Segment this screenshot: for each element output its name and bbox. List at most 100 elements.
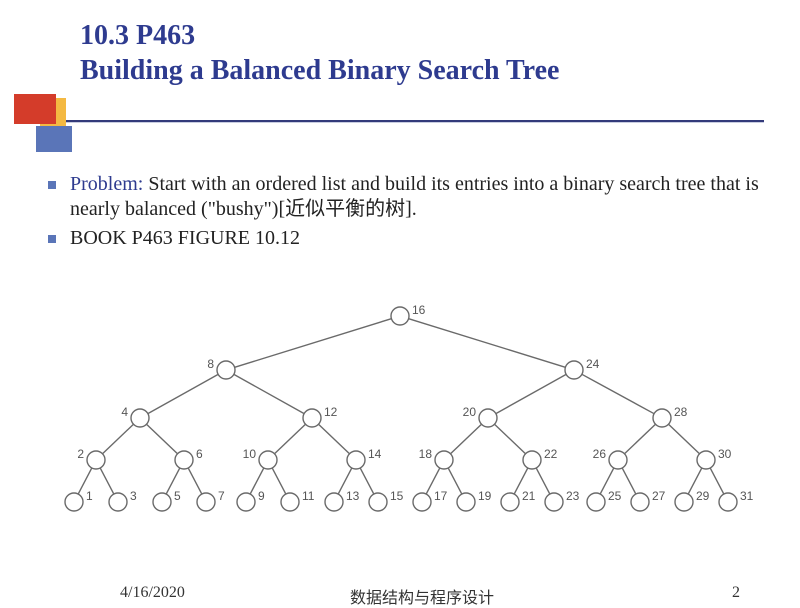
- tree-node-label: 30: [718, 447, 732, 461]
- tree-node: [719, 493, 737, 511]
- tree-edge: [235, 319, 392, 368]
- bullet-text: BOOK P463 FIGURE 10.12: [70, 226, 300, 251]
- tree-edge: [234, 374, 304, 413]
- tree-node: [565, 361, 583, 379]
- tree-node-label: 18: [419, 447, 433, 461]
- tree-node-label: 17: [434, 489, 448, 503]
- tree-edge: [319, 424, 350, 454]
- tree-node-label: 10: [243, 447, 257, 461]
- tree-figure: 1682441220282610141822263013579111315171…: [30, 298, 770, 538]
- content-area: Problem: Start with an ordered list and …: [48, 172, 764, 255]
- tree-node: [131, 409, 149, 427]
- tree-node-label: 8: [207, 357, 214, 371]
- tree-node-label: 27: [652, 489, 666, 503]
- tree-node-label: 4: [121, 405, 128, 419]
- tree-node: [153, 493, 171, 511]
- tree-node: [479, 409, 497, 427]
- bullet-item: Problem: Start with an ordered list and …: [48, 172, 764, 222]
- bullet-item: BOOK P463 FIGURE 10.12: [48, 226, 764, 251]
- tree-node: [609, 451, 627, 469]
- tree-node: [303, 409, 321, 427]
- bullet-body: Start with an ordered list and build its…: [70, 173, 759, 220]
- tree-node-label: 29: [696, 489, 710, 503]
- tree-node: [259, 451, 277, 469]
- title-separator: [0, 94, 800, 154]
- tree-node-label: 26: [593, 447, 607, 461]
- tree-edge: [188, 468, 202, 494]
- tree-node: [653, 409, 671, 427]
- problem-label: Problem:: [70, 173, 143, 195]
- tree-edge: [148, 374, 218, 413]
- tree-node: [65, 493, 83, 511]
- tree-node: [347, 451, 365, 469]
- tree-node: [369, 493, 387, 511]
- tree-node-label: 1: [86, 489, 93, 503]
- bullet-marker-icon: [48, 181, 56, 189]
- tree-edge: [275, 424, 306, 454]
- tree-node: [631, 493, 649, 511]
- tree-node-label: 2: [77, 447, 84, 461]
- footer-page-number: 2: [732, 584, 740, 602]
- tree-node: [391, 307, 409, 325]
- deco-blue-block: [36, 126, 72, 152]
- title-line-2: Building a Balanced Binary Search Tree: [80, 53, 760, 88]
- tree-edge: [448, 468, 462, 494]
- tree-node-label: 5: [174, 489, 181, 503]
- tree-edge: [496, 374, 566, 413]
- tree-edge: [147, 424, 178, 454]
- bullet-marker-icon: [48, 235, 56, 243]
- tree-edge: [669, 424, 700, 454]
- tree-node-label: 31: [740, 489, 754, 503]
- tree-node: [523, 451, 541, 469]
- tree-node: [237, 493, 255, 511]
- tree-node: [217, 361, 235, 379]
- tree-node: [175, 451, 193, 469]
- tree-edge: [495, 424, 526, 454]
- slide-title: 10.3 P463 Building a Balanced Binary Sea…: [80, 18, 760, 88]
- tree-node: [545, 493, 563, 511]
- tree-edge: [536, 468, 550, 494]
- footer-center: 数据结构与程序设计: [350, 584, 494, 608]
- tree-edge: [100, 468, 114, 494]
- tree-node: [281, 493, 299, 511]
- tree-node: [109, 493, 127, 511]
- tree-node-label: 28: [674, 405, 688, 419]
- tree-node: [457, 493, 475, 511]
- tree-node-label: 12: [324, 405, 338, 419]
- tree-node-label: 25: [608, 489, 622, 503]
- tree-node: [435, 451, 453, 469]
- deco-horizontal-rule: [60, 120, 764, 123]
- title-line-1: 10.3 P463: [80, 18, 760, 53]
- tree-edge: [272, 468, 286, 494]
- tree-edge: [622, 468, 636, 494]
- tree-node: [501, 493, 519, 511]
- tree-node-label: 22: [544, 447, 558, 461]
- tree-node-label: 13: [346, 489, 360, 503]
- tree-node-label: 11: [302, 489, 315, 503]
- tree-node: [587, 493, 605, 511]
- tree-node: [87, 451, 105, 469]
- tree-node: [197, 493, 215, 511]
- tree-node: [413, 493, 431, 511]
- deco-red-block: [14, 94, 56, 124]
- tree-node-label: 6: [196, 447, 203, 461]
- bullet-body: BOOK P463 FIGURE 10.12: [70, 227, 300, 249]
- tree-edge: [582, 374, 654, 413]
- tree-node-label: 19: [478, 489, 492, 503]
- tree-node-label: 7: [218, 489, 225, 503]
- binary-tree-svg: 1682441220282610141822263013579111315171…: [30, 298, 770, 538]
- tree-node: [697, 451, 715, 469]
- tree-edge: [710, 468, 724, 494]
- tree-edge: [409, 319, 566, 368]
- tree-node-label: 14: [368, 447, 382, 461]
- tree-node-label: 15: [390, 489, 404, 503]
- tree-node-label: 21: [522, 489, 536, 503]
- tree-edge: [625, 424, 656, 454]
- tree-edge: [360, 468, 374, 494]
- tree-node-label: 20: [463, 405, 477, 419]
- tree-node-label: 3: [130, 489, 137, 503]
- tree-edge: [103, 424, 134, 454]
- tree-node-label: 23: [566, 489, 580, 503]
- tree-node-label: 9: [258, 489, 265, 503]
- footer-date: 4/16/2020: [120, 584, 185, 602]
